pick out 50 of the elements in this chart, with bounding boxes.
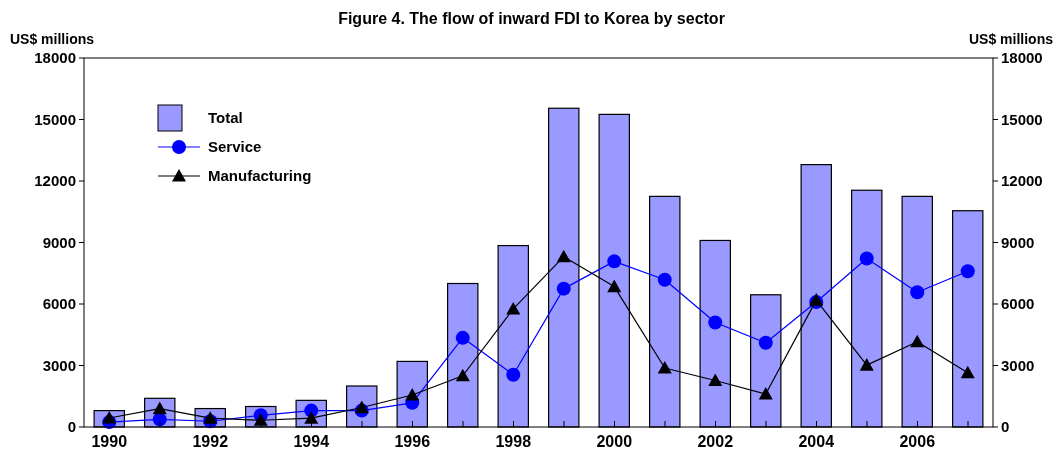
y2-axis-title: US$ millions <box>968 31 1054 47</box>
y-tick-label: 3000 <box>42 356 76 374</box>
y-tick-label: 0 <box>67 418 76 435</box>
point <box>708 373 723 387</box>
y2-tick-label: 18000 <box>1001 49 1043 66</box>
point <box>758 335 773 350</box>
y2-tick-label: 15000 <box>1001 110 1043 128</box>
x-tick-label: 2006 <box>899 433 936 450</box>
point <box>607 254 622 269</box>
point <box>506 301 521 315</box>
y2-tick-label: 12000 <box>1001 172 1043 189</box>
y-tick-label: 15000 <box>34 110 76 128</box>
point <box>960 365 975 379</box>
point <box>758 387 773 400</box>
x-tick-label: 1996 <box>394 433 431 450</box>
y-tick-label: 9000 <box>42 233 76 251</box>
point <box>556 249 571 263</box>
point <box>455 330 470 345</box>
point <box>405 388 420 401</box>
point <box>657 272 672 287</box>
point <box>708 315 723 330</box>
y-tick-label: 18000 <box>34 49 76 66</box>
point <box>657 360 672 374</box>
legend-label: Manufacturing <box>208 167 312 184</box>
point <box>910 285 925 300</box>
point <box>556 281 571 296</box>
legend-label: Service <box>208 138 262 155</box>
point <box>859 251 874 266</box>
y-tick-label: 6000 <box>42 295 76 312</box>
point <box>607 279 622 293</box>
y-axis-title: US$ millions <box>10 31 95 47</box>
y-tick-label: 12000 <box>34 172 76 189</box>
y2-tick-label: 0 <box>1001 418 1010 435</box>
point <box>506 367 521 382</box>
y2-tick-label: 3000 <box>1001 356 1035 374</box>
x-tick-label: 1990 <box>91 433 128 450</box>
y2-tick-label: 6000 <box>1001 295 1035 312</box>
x-tick-label: 1992 <box>192 433 229 450</box>
x-tick-label: 1994 <box>293 433 330 450</box>
x-tick-label: 1998 <box>495 433 532 450</box>
chart-title: Figure 4. The flow of inward FDI to Korea by sector <box>338 10 725 27</box>
point <box>910 334 925 348</box>
y2-tick-label: 9000 <box>1001 233 1035 251</box>
x-tick-label: 2002 <box>697 433 734 450</box>
legend-label: Total <box>208 109 243 126</box>
point <box>455 368 470 382</box>
x-tick-label: 2000 <box>596 433 633 450</box>
point <box>960 264 975 279</box>
x-tick-label: 2004 <box>798 433 835 450</box>
point <box>859 358 874 371</box>
